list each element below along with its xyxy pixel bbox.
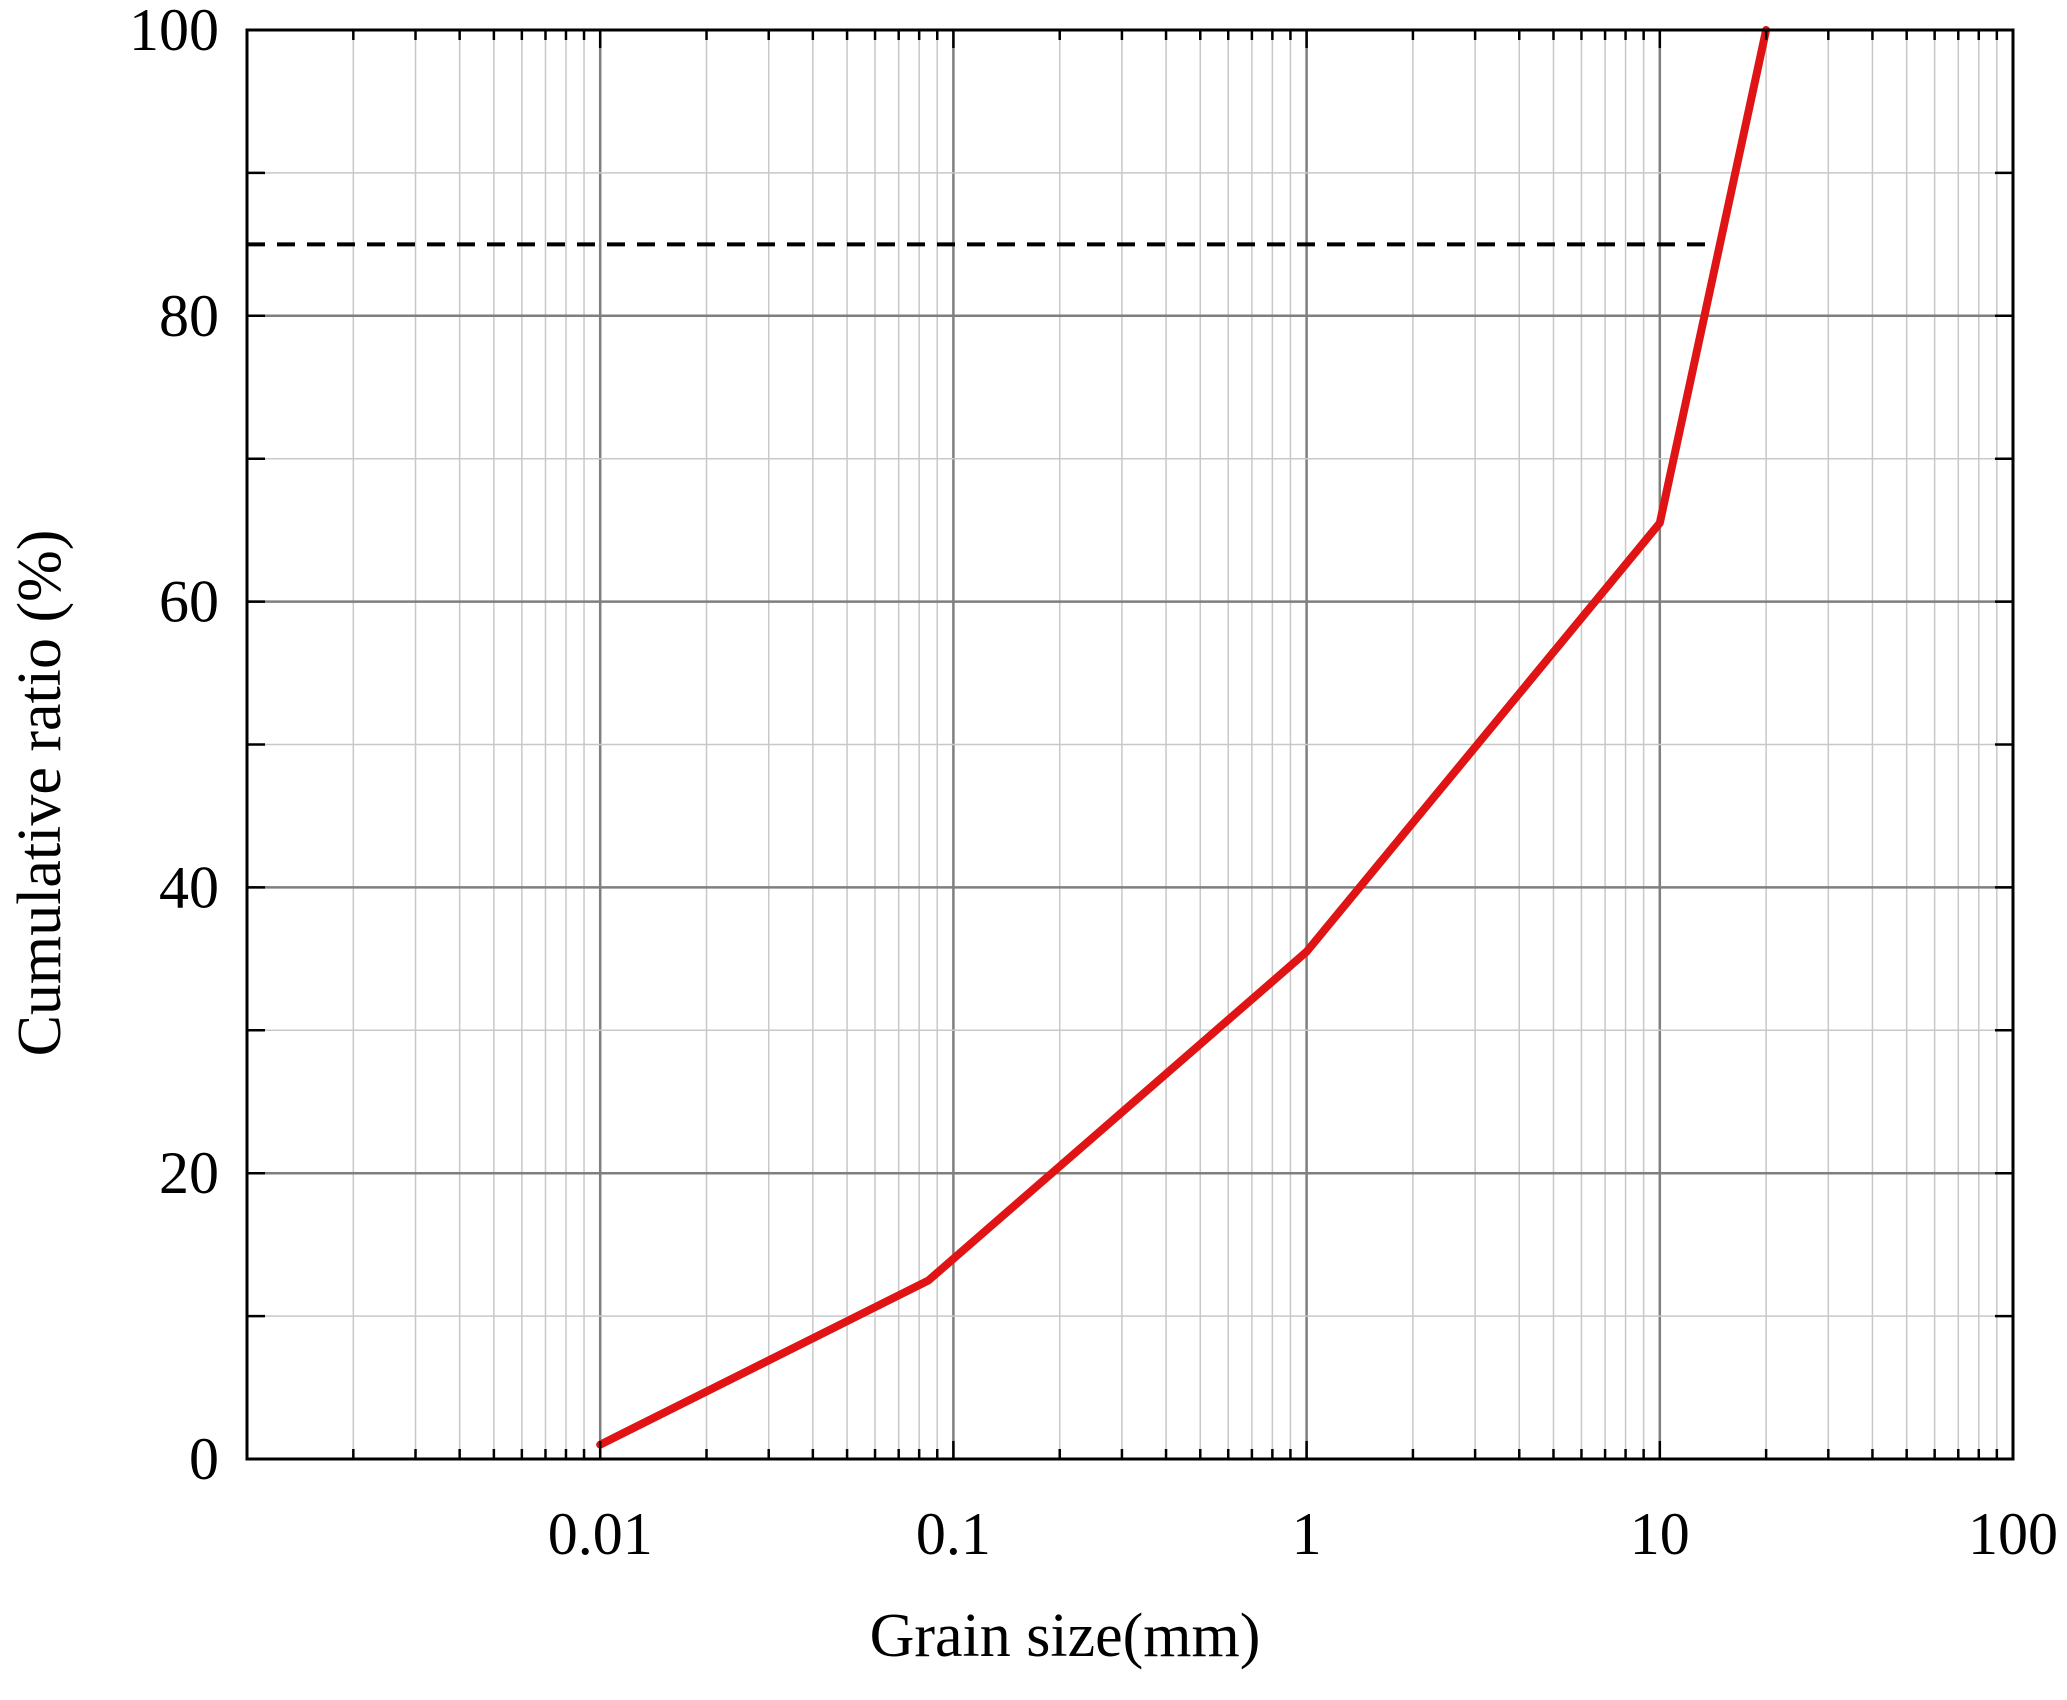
y-tick-label: 20 bbox=[159, 1140, 219, 1206]
x-tick-label: 0.1 bbox=[916, 1501, 991, 1567]
x-tick-label: 100 bbox=[1968, 1501, 2058, 1567]
y-tick-label: 60 bbox=[159, 569, 219, 635]
y-tick-label: 100 bbox=[129, 0, 219, 63]
y-tick-label: 80 bbox=[159, 283, 219, 349]
x-tick-label: 0.01 bbox=[548, 1501, 653, 1567]
tick-label-layer: 0.01 0.1 1 10 100 0 20 40 60 80 100 bbox=[129, 0, 2058, 1567]
y-axis-title: Cumulative ratio (%) bbox=[6, 530, 74, 1057]
y-tick-label: 40 bbox=[159, 854, 219, 920]
x-tick-label: 10 bbox=[1630, 1501, 1690, 1567]
series-line-0 bbox=[596, 26, 1771, 1449]
y-tick-label: 0 bbox=[189, 1426, 219, 1492]
x-axis-title: Grain size(mm) bbox=[870, 1602, 1261, 1670]
series-layer bbox=[596, 26, 1771, 1449]
grid-layer bbox=[245, 28, 2013, 1461]
tick-layer bbox=[245, 28, 2013, 1461]
x-tick-label: 1 bbox=[1292, 1501, 1322, 1567]
